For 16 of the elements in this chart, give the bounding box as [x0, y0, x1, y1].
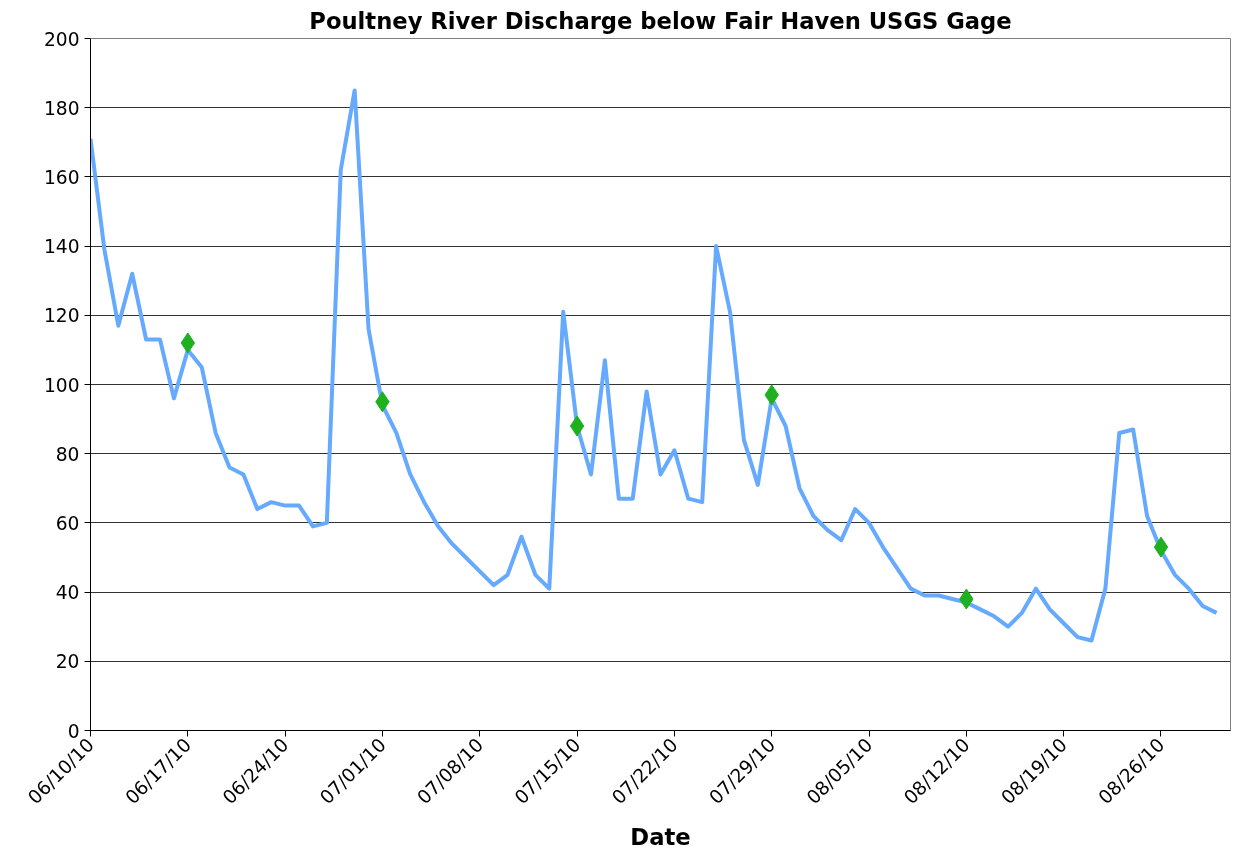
- point: [1153, 536, 1169, 558]
- y-tick-label: 20: [55, 651, 80, 673]
- line-series: [90, 88, 1219, 643]
- y-tick-label: 60: [55, 512, 80, 534]
- y-tick-label: 40: [55, 582, 80, 604]
- y-tick-label: 80: [55, 443, 80, 465]
- y-tick-label: 100: [43, 374, 80, 396]
- y-tick-label: 180: [43, 97, 80, 119]
- y-tick-label: 140: [43, 236, 80, 258]
- y-tick-label: 0: [67, 720, 80, 742]
- x-axis-title: Date: [630, 823, 691, 850]
- chart-title: Poultney River Discharge below Fair Haven USGS Gage: [309, 7, 1012, 34]
- y-tick-label: 120: [43, 305, 80, 327]
- point: [569, 415, 585, 437]
- y-tick-label: 200: [43, 28, 80, 50]
- y-tick-label: 160: [43, 166, 80, 188]
